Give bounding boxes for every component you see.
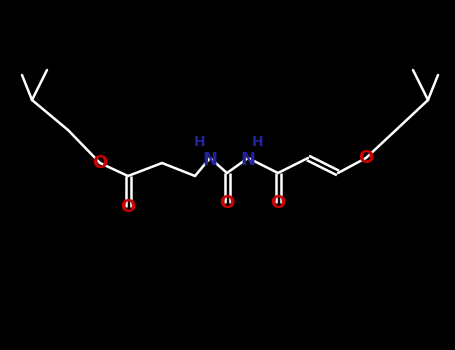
- Text: O: O: [359, 149, 374, 167]
- Text: O: O: [92, 154, 108, 172]
- Text: H: H: [194, 135, 206, 149]
- Text: N: N: [202, 151, 217, 169]
- Text: N: N: [241, 151, 256, 169]
- Text: O: O: [219, 194, 235, 212]
- Text: H: H: [252, 135, 264, 149]
- Text: O: O: [270, 194, 286, 212]
- Text: O: O: [121, 198, 136, 216]
